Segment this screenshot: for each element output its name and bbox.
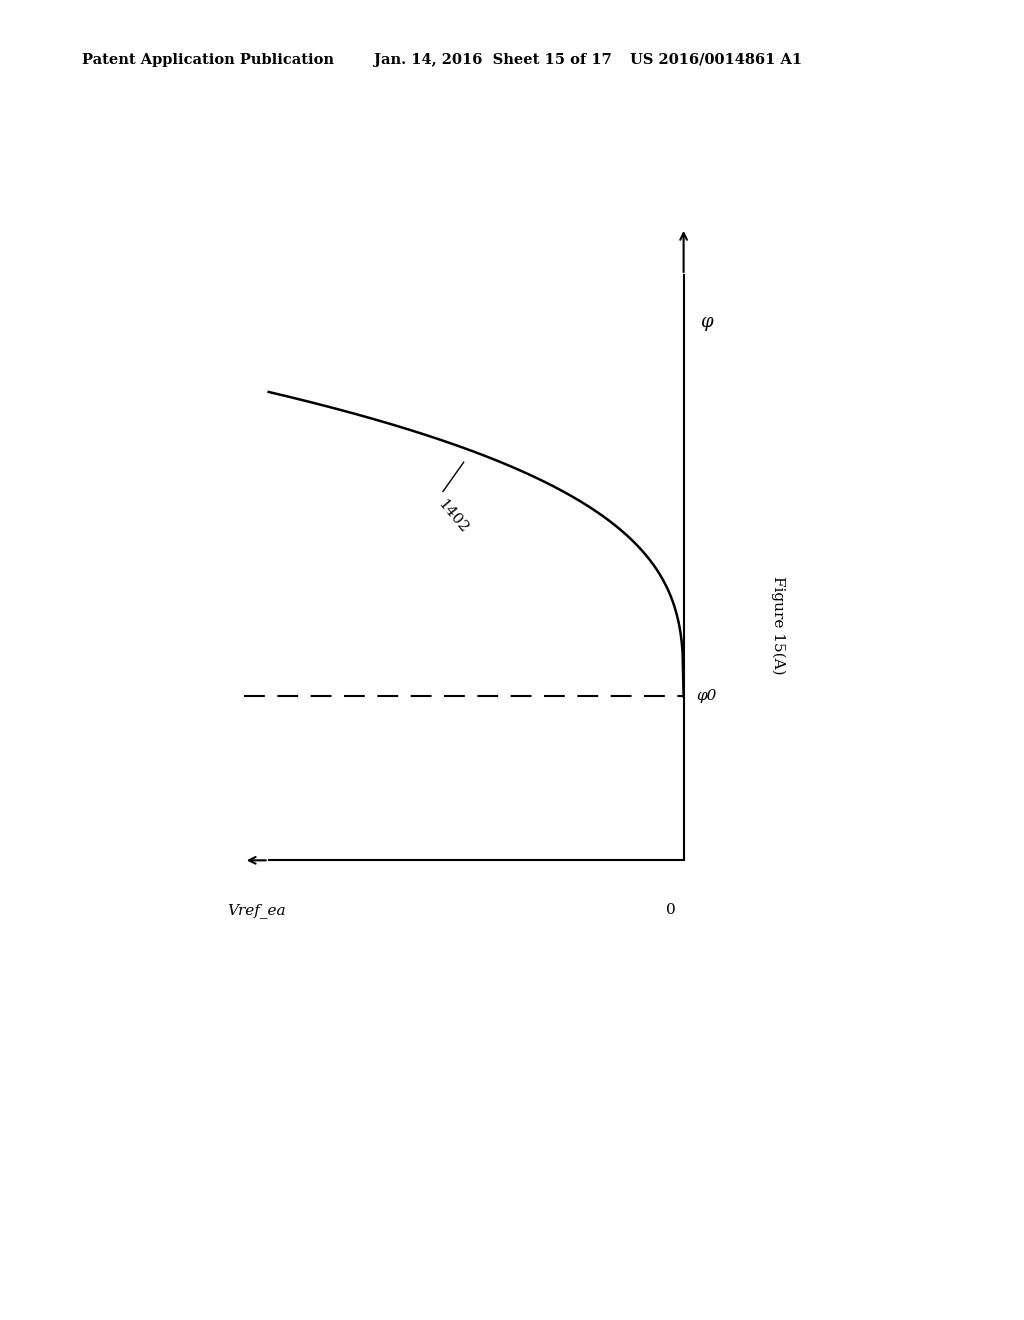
Text: Patent Application Publication: Patent Application Publication [82, 53, 334, 67]
Text: Figure 15(A): Figure 15(A) [771, 577, 785, 675]
Text: Vref_ea: Vref_ea [227, 903, 286, 917]
Text: 0: 0 [667, 903, 676, 917]
Text: φ0: φ0 [696, 689, 717, 704]
Text: 1402: 1402 [434, 498, 470, 536]
Text: US 2016/0014861 A1: US 2016/0014861 A1 [630, 53, 802, 67]
Text: Jan. 14, 2016  Sheet 15 of 17: Jan. 14, 2016 Sheet 15 of 17 [374, 53, 611, 67]
Text: φ: φ [700, 313, 713, 331]
